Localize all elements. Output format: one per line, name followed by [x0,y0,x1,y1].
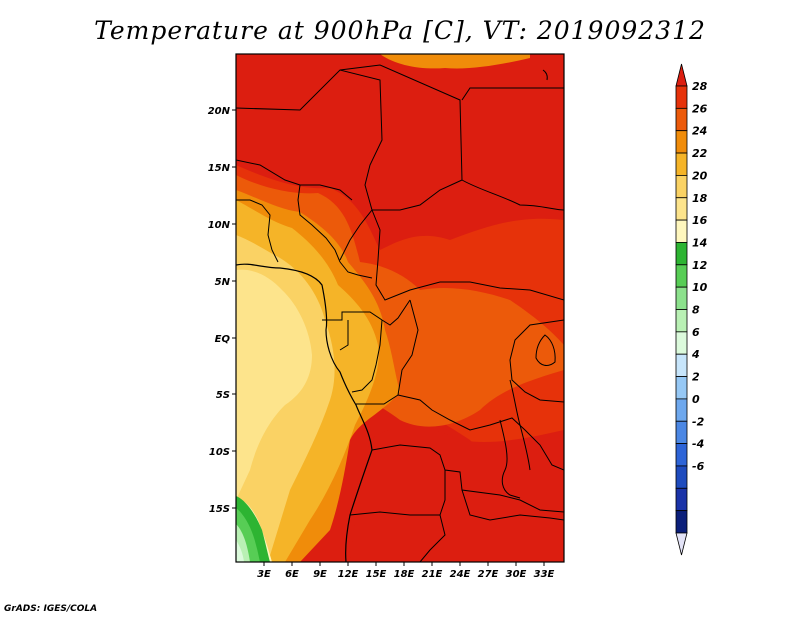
temperature-field [236,54,564,562]
latitude-axis: 20N 15N 10N 5N EQ 5S 10S 15S [208,106,236,515]
colorbar-swatch [675,286,688,310]
colorbar-label: 10 [692,281,708,294]
lon-label-9e: 9E [313,569,327,580]
colorbar-label: -6 [692,460,705,473]
colorbar-label: 26 [692,102,708,115]
colorbar-swatch [675,152,688,176]
longitude-axis: 3E 6E 9E 12E 15E 18E 21E 24E 27E 30E 33E [257,562,555,580]
colorbar-swatch [675,398,688,422]
lat-label-eq: EQ [215,334,231,345]
lat-label-10s: 10S [209,447,230,458]
colorbar-swatch [675,331,688,355]
colorbar-label: 4 [691,348,700,361]
colorbar-label: 24 [692,125,707,138]
colorbar-swatch [675,130,688,154]
colorbar-swatch [675,353,688,377]
lon-label-3e: 3E [257,569,271,580]
lon-label-6e: 6E [285,569,299,580]
lat-label-15n: 15N [208,163,231,174]
grads-credit: GrADS: IGES/COLA [4,604,98,614]
colorbar-label: 20 [692,169,708,182]
map-title: Temperature at 900hPa [C], VT: 201909231… [94,16,706,45]
colorbar-label: 0 [692,393,700,406]
lon-label-12e: 12E [338,569,359,580]
lat-label-5n: 5N [215,277,231,288]
colorbar-label: -4 [692,438,704,451]
colorbar-label: 12 [692,259,708,272]
colorbar-label: 14 [692,236,707,249]
colorbar-label: 16 [692,214,708,227]
colorbar-label: 22 [692,147,708,160]
colorbar-swatch [675,420,688,445]
colorbar-label: 28 [692,80,708,93]
colorbar-swatch [675,242,688,266]
lon-label-27e: 27E [478,569,499,580]
lat-label-20n: 20N [208,106,231,117]
colorbar-swatch [675,487,688,512]
colorbar-swatch [675,443,688,467]
colorbar-swatch [675,510,688,534]
lat-label-10n: 10N [208,220,231,231]
colorbar-label: 18 [692,192,708,205]
lon-label-18e: 18E [394,569,415,580]
lon-label-21e: 21E [422,569,443,580]
colorbar-top-triangle [675,63,688,87]
country-borders [236,64,564,562]
colorbar-swatch [675,197,688,221]
lat-label-15s: 15S [209,504,230,515]
colorbar-swatch [675,107,688,132]
colorbar-label: 2 [692,371,700,384]
lon-label-24e: 24E [450,569,471,580]
colorbar-swatch [675,219,688,243]
colorbar-swatch [675,174,688,199]
colorbar-swatch [675,85,688,109]
colorbar-swatch [675,376,688,400]
lon-label-30e: 30E [506,569,527,580]
colorbar-swatch [675,309,688,333]
colorbar-swatch [675,465,688,489]
lat-label-5s: 5S [216,390,230,401]
colorbar-label: -2 [692,415,705,428]
colorbar-label: 6 [692,326,700,339]
colorbar-label: 8 [692,304,700,317]
colorbar-bottom-triangle [675,532,688,556]
lon-label-33e: 33E [534,569,555,580]
lon-label-15e: 15E [366,569,387,580]
colorbar-swatch [675,264,688,288]
map-frame [235,53,565,563]
